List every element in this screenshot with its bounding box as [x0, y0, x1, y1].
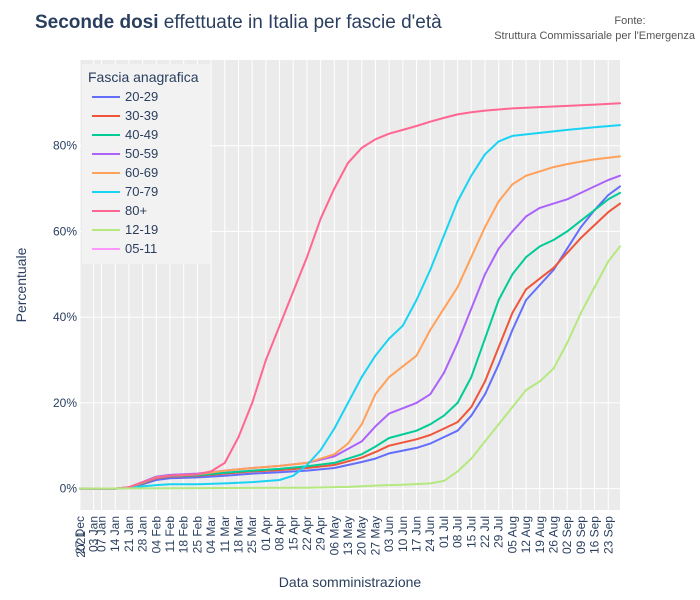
x-tick-label: 20 May: [355, 516, 369, 555]
x-tick-label: 09 Sep: [574, 516, 588, 554]
x-tick-label: 12 Aug: [519, 516, 533, 553]
x-tick-label: 03 Jun: [382, 516, 396, 552]
y-tick-label: 60%: [53, 224, 77, 238]
x-tick-label: 14 Jan: [108, 516, 122, 552]
x-tick-label: 27 May: [368, 516, 382, 555]
x-tick-label: 29 Jul: [492, 516, 506, 548]
y-ticks: 0% 20% 40% 60% 80%: [53, 139, 77, 496]
chart-title-bold: Seconde dosi: [35, 12, 159, 33]
x-tick-label: 13 May: [341, 516, 355, 555]
x-tick-label: 17 Jun: [410, 516, 424, 552]
x-tick-label: 29 Apr: [314, 516, 328, 551]
source-label: Fonte:: [614, 15, 645, 27]
x-tick-label: 21 Jan: [122, 516, 136, 552]
chart-title-rest: effettuate in Italia per fascie d'età: [159, 12, 443, 33]
series-line-12-19: [79, 245, 621, 490]
x-tick-label: 03 Jan: [87, 516, 101, 552]
x-tick-label: 01 Jul: [437, 516, 451, 548]
x-tick-label: 05 Aug: [505, 516, 519, 553]
x-tick-label: 02 Sep: [560, 516, 574, 554]
legend-label-60-69[interactable]: 60-69: [125, 165, 158, 180]
legend: Fascia anagrafica 20-29 30-39 40-49 50-59 60…: [82, 64, 210, 264]
x-tick-label: 18 Mar: [231, 516, 245, 553]
y-tick-label: 20%: [53, 396, 77, 410]
legend-label-12-19[interactable]: 12-19: [125, 222, 158, 237]
x-tick-label: 04 Feb: [149, 516, 163, 554]
y-tick-label: 80%: [53, 139, 77, 153]
y-axis-title: Percentuale: [13, 247, 29, 322]
x-tick-label: 10 Jun: [396, 516, 410, 552]
y-tick-label: 0%: [60, 482, 78, 496]
x-tick-label: 27 Dec: [73, 516, 87, 554]
x-tick-label: 28 Jan: [136, 516, 150, 552]
x-tick-label: 16 Sep: [588, 516, 602, 554]
x-tick-label: 04 Mar: [204, 516, 218, 553]
series-line-80+: [79, 102, 621, 490]
x-tick-label: 11 Mar: [218, 516, 232, 552]
legend-label-20-29[interactable]: 20-29: [125, 89, 158, 104]
legend-label-05-11[interactable]: 05-11: [125, 241, 157, 256]
x-tick-label: 19 Aug: [533, 516, 547, 553]
x-tick-label: 25 Mar: [245, 516, 259, 553]
x-tick-label: 15 Apr: [286, 516, 300, 551]
legend-label-40-49[interactable]: 40-49: [125, 127, 158, 142]
x-tick-label: 26 Aug: [546, 516, 560, 553]
series-layer: [79, 102, 621, 490]
x-tick-label: 11 Feb: [163, 516, 177, 553]
x-year-label: 2021: [74, 531, 88, 558]
legend-label-50-59[interactable]: 50-59: [125, 146, 158, 161]
series-line-70-79: [79, 124, 621, 490]
chart-title: Seconde dosi effettuate in Italia per fa…: [35, 12, 442, 33]
legend-label-70-79[interactable]: 70-79: [125, 184, 158, 199]
y-tick-label: 40%: [53, 310, 77, 324]
x-tick-label: 23 Sep: [601, 516, 615, 554]
legend-title: Fascia anagrafica: [88, 69, 199, 85]
series-line-20-29: [79, 185, 621, 490]
legend-items: 20-29 30-39 40-49 50-59 60-69 70-79 80+ 12-19 05…: [92, 89, 158, 256]
x-tick-label: 18 Feb: [177, 516, 191, 554]
x-tick-label: 08 Apr: [273, 516, 287, 551]
x-tick-label: 01 Apr: [259, 516, 273, 551]
x-tick-label: 07 Jan: [95, 516, 109, 552]
legend-label-80+[interactable]: 80+: [125, 203, 147, 218]
x-tick-label: 24 Jun: [423, 516, 437, 552]
x-tick-label: 22 Apr: [300, 516, 314, 551]
x-tick-label: 22 Jul: [478, 516, 492, 548]
x-tick-label: 25 Feb: [190, 516, 204, 554]
x-tick-label: 08 Jul: [451, 516, 465, 548]
source-text: Struttura Commissariale per l'Emergenza: [494, 30, 696, 42]
x-axis-title: Data somministrazione: [279, 574, 422, 590]
x-tick-label: 06 May: [327, 516, 341, 555]
x-tick-label: 15 Jul: [464, 516, 478, 548]
legend-label-30-39[interactable]: 30-39: [125, 108, 158, 123]
